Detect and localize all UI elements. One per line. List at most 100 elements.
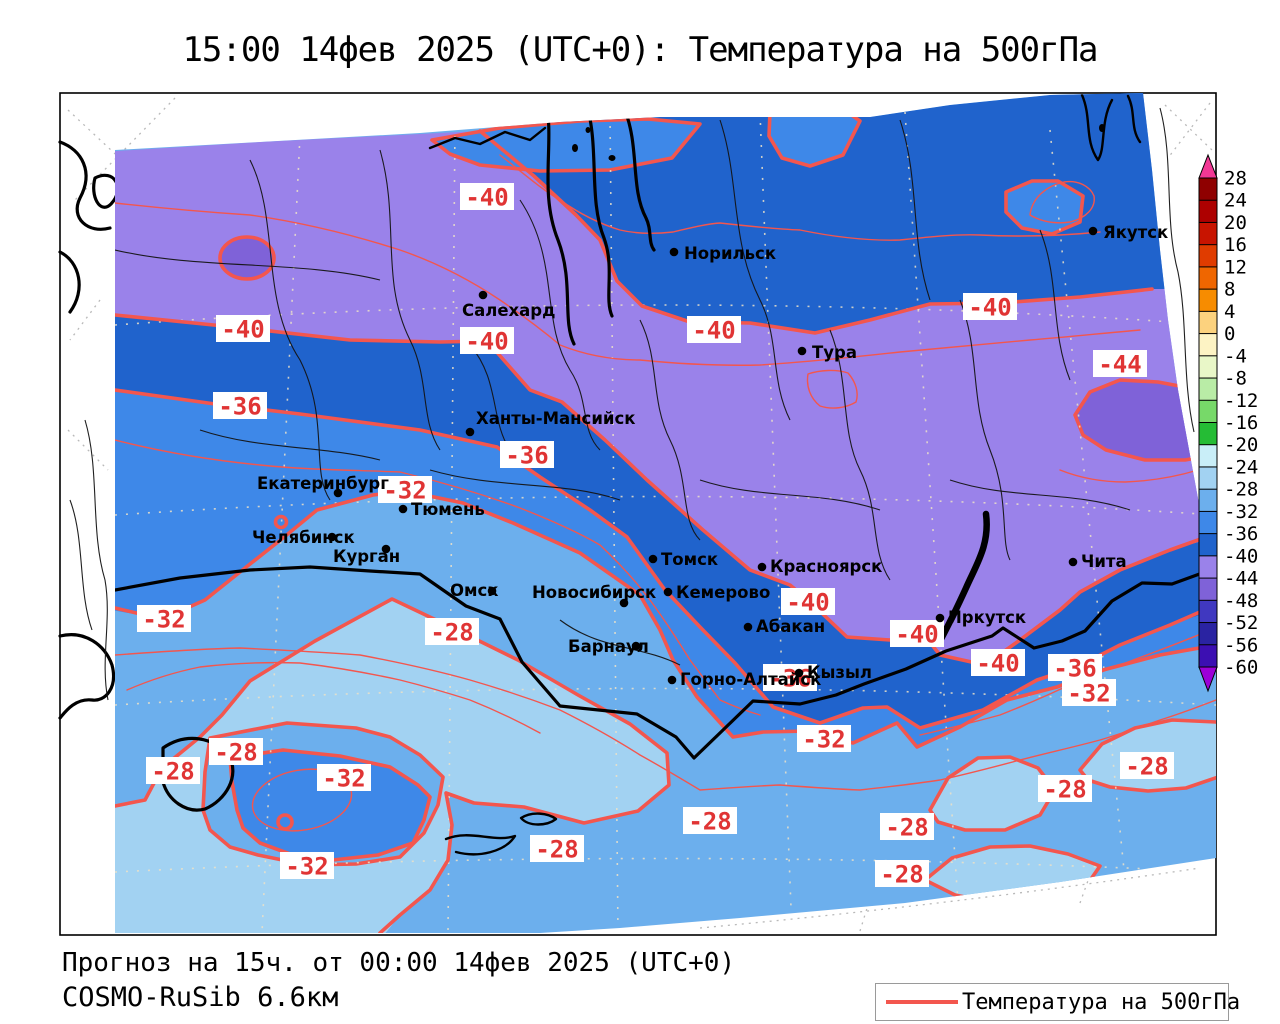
contour-label-box (500, 441, 554, 468)
city-label: Томск (661, 550, 718, 569)
contour-label: -36 (1053, 655, 1096, 683)
colorbar-tick: 16 (1224, 234, 1247, 256)
contour-label: -28 (151, 758, 194, 786)
colorbar-arrow-top (1198, 153, 1218, 179)
contour-label-box (280, 852, 334, 879)
city-label: Горно-Алтайск (680, 670, 821, 689)
contour-label: -36 (768, 665, 811, 693)
legend-line-sample (886, 1000, 958, 1004)
colorbar-tick: -56 (1224, 634, 1258, 656)
colorbar-cell (1198, 266, 1218, 291)
colorbar-tick: -60 (1224, 656, 1258, 678)
colorbar-cell (1198, 488, 1218, 513)
city-marker (487, 586, 497, 596)
colorbar-tick: 4 (1224, 301, 1235, 323)
city-label: Екатеринбург (257, 474, 389, 493)
contour-label: -40 (465, 328, 508, 356)
city-label: Норильск (684, 244, 776, 263)
contour-label-box (209, 738, 263, 765)
contour-32 (115, 489, 1216, 749)
colorbar-tick: -36 (1224, 523, 1258, 545)
city-marker (1088, 226, 1098, 236)
contour-label: -28 (885, 814, 928, 842)
contour-label-box (781, 588, 835, 615)
contour-label: -44 (1098, 351, 1141, 379)
contour-label: -40 (968, 294, 1011, 322)
colorbar-cell (1198, 355, 1218, 380)
legend-label: Температура на 500гПа (962, 989, 1241, 1015)
colorbar-arrow-bottom (1198, 666, 1218, 693)
city-marker (327, 532, 337, 542)
contour-label: -28 (430, 619, 473, 647)
colorbar-tick: -44 (1224, 568, 1258, 590)
city-label: Челябинск (252, 528, 355, 547)
city-marker (465, 427, 475, 437)
colorbar-cell (1198, 644, 1218, 669)
contour-label-box (1062, 679, 1116, 706)
city-marker (333, 488, 343, 498)
contour-label: -40 (692, 317, 735, 345)
city-label: Новосибирск (532, 583, 656, 602)
contour-label: -32 (802, 726, 845, 754)
colorbar-tick: -24 (1224, 456, 1258, 478)
colorbar: 2824201612840-4-8-12-16-20-24-28-32-36-4… (1198, 153, 1258, 693)
colorbar-cell (1198, 422, 1218, 446)
lake-baikal (937, 510, 990, 643)
colorbar-tick: 28 (1224, 168, 1247, 190)
city-marker (669, 247, 679, 257)
colorbar-tick: -16 (1224, 412, 1258, 434)
city-marker (648, 554, 658, 564)
colorbar-cell (1198, 622, 1218, 646)
temperature-bands (115, 93, 1216, 933)
city-label: Омск (450, 581, 499, 600)
city-marker (935, 613, 945, 623)
colorbar-cell (1198, 399, 1218, 424)
contour-label-box (963, 293, 1017, 320)
contour-label-box (460, 183, 514, 210)
contour-label: -36 (218, 393, 261, 421)
colorbar-tick: 8 (1224, 279, 1235, 301)
city-marker (794, 668, 804, 678)
city-label: Абакан (756, 617, 825, 636)
city-label: Кемерово (676, 583, 770, 602)
city-label: Салехард (462, 301, 555, 320)
colorbar-cell (1198, 244, 1218, 269)
colorbar-tick: -28 (1224, 479, 1258, 501)
city-marker (743, 622, 753, 632)
city-label: Ханты-Мансийск (476, 409, 635, 428)
contour-small-ural (273, 514, 289, 530)
contour-label: -32 (285, 853, 328, 881)
city-label: Кызыл (807, 663, 872, 682)
contour-label-box (213, 392, 267, 419)
colorbar-cell (1198, 199, 1218, 224)
intermediate-contours (115, 154, 1216, 832)
contour-label: -40 (221, 316, 264, 344)
margin-coastlines (58, 107, 1195, 720)
contour-label-box (317, 764, 371, 791)
margin-graticule (67, 97, 1213, 932)
contour-label-box (890, 620, 944, 647)
cities: Норильск Салехард Тура Якутск Ханты-Мансийск… (252, 223, 1168, 689)
contour-label: -40 (976, 650, 1019, 678)
contour-label-box (875, 860, 929, 887)
contour-label: -40 (465, 184, 508, 212)
colorbar-cell (1198, 599, 1218, 624)
contour-label-box (683, 807, 737, 834)
city-label: Красноярск (770, 557, 882, 576)
contour-label-box (1093, 350, 1147, 377)
colorbar-tick: 20 (1224, 212, 1247, 234)
contour-label: -36 (505, 442, 548, 470)
cold-pool-44-northwest (218, 235, 276, 281)
colorbar-tick: -48 (1224, 590, 1258, 612)
contour-label: -28 (535, 836, 578, 864)
colorbar-tick: 0 (1224, 323, 1235, 345)
contour-label-box (425, 618, 479, 645)
contour-label-box (530, 835, 584, 862)
contour-label-box (378, 476, 432, 503)
colorbar-tick: -4 (1224, 345, 1247, 367)
city-marker (757, 562, 767, 572)
city-label: Чита (1081, 552, 1127, 571)
colorbar-tick: -8 (1224, 368, 1247, 390)
